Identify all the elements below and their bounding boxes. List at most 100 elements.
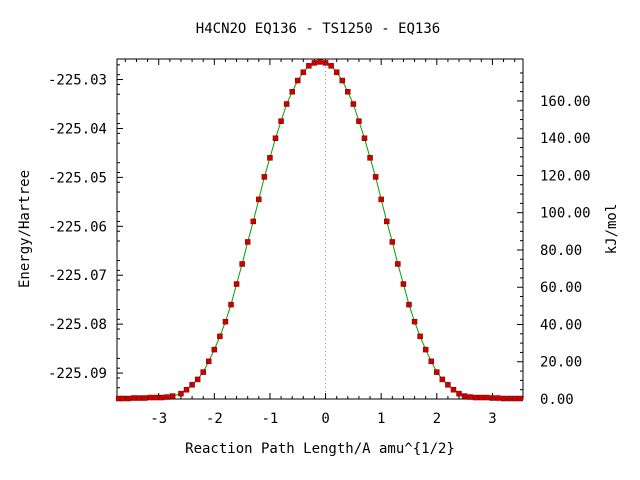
y-tick-label: -225.05: [48, 170, 107, 186]
data-point: [467, 394, 473, 400]
data-point: [511, 395, 518, 402]
data-point: [439, 376, 446, 383]
chart-title: H4CN2O EQ136 - TS1250 - EQ136: [196, 21, 440, 37]
data-point: [153, 394, 159, 401]
data-point: [189, 382, 195, 388]
data-point: [289, 89, 295, 95]
y2-tick-label: 80.00: [540, 243, 582, 259]
data-point: [417, 333, 423, 340]
data-point: [256, 196, 262, 203]
data-point: [178, 390, 184, 397]
data-point: [328, 63, 334, 69]
data-point: [461, 393, 468, 399]
data-point: [517, 395, 523, 402]
data-point: [295, 77, 301, 84]
data-point: [228, 301, 234, 308]
data-point: [130, 395, 137, 401]
plot-frame: [116, 58, 524, 400]
x-tick-label: -1: [262, 411, 279, 427]
data-point: [434, 369, 440, 375]
data-point: [495, 395, 501, 401]
data-point: [422, 346, 429, 353]
data-point: [406, 301, 412, 308]
data-point: [428, 358, 434, 365]
data-point: [450, 386, 457, 393]
y-tick-label: -225.04: [48, 121, 107, 137]
y-tick-label: -225.06: [48, 219, 107, 235]
data-point: [372, 174, 379, 180]
y2-tick-label: 20.00: [540, 355, 582, 371]
y-tick-label: -225.07: [48, 268, 107, 284]
data-point: [378, 196, 384, 203]
y2-tick-label: 160.00: [540, 94, 591, 110]
y-tick-label: -225.09: [48, 366, 107, 382]
data-point: [389, 239, 396, 245]
x-tick-label: -3: [150, 411, 167, 427]
y-axis-right: 0.00 20.00 40.00 60.00 80.00 100.00 120.00 140.…: [517, 72, 591, 408]
y2-tick-label: 100.00: [540, 206, 591, 222]
x-tick-label: 1: [377, 411, 385, 427]
y2-tick-label: 0.00: [540, 392, 574, 408]
data-point: [217, 333, 223, 340]
y-axis-left: -225.03 -225.04 -225.05 -225.06 -225.07 -225.…: [48, 64, 123, 389]
data-point: [311, 60, 318, 66]
data-point: [400, 281, 407, 287]
data-point: [500, 395, 507, 402]
data-point: [222, 318, 229, 325]
data-point: [183, 386, 190, 393]
series-line: [118, 61, 521, 400]
data-point: [206, 358, 212, 365]
data-point: [478, 394, 485, 401]
data-point: [506, 395, 512, 402]
data-point: [345, 89, 351, 95]
data-point: [283, 101, 290, 107]
data-point: [233, 281, 240, 287]
data-points: [115, 59, 523, 402]
data-point: [489, 395, 496, 401]
data-point: [356, 118, 362, 124]
y2-tick-label: 60.00: [540, 280, 582, 296]
data-point: [278, 118, 284, 124]
data-point: [383, 218, 390, 225]
data-point: [339, 77, 345, 84]
data-point: [395, 261, 401, 267]
data-point: [239, 261, 245, 267]
data-point: [119, 395, 126, 402]
x-tick-label: 3: [488, 411, 496, 427]
data-point: [169, 393, 176, 399]
data-point: [445, 382, 451, 388]
data-point: [261, 174, 268, 180]
data-point: [322, 60, 329, 66]
data-point: [142, 395, 148, 401]
data-point: [200, 369, 206, 375]
x-tick-label: -2: [206, 411, 223, 427]
data-point: [244, 239, 251, 245]
y-axis-label: Energy/Hartree: [17, 170, 33, 288]
y2-tick-label: 140.00: [540, 131, 591, 147]
x-axis-label: Reaction Path Length/A amu^{1/2}: [185, 441, 455, 457]
x-tick-label: 0: [321, 411, 329, 427]
data-point: [164, 394, 170, 400]
data-point: [350, 101, 357, 107]
data-point: [147, 394, 154, 401]
data-point: [158, 394, 165, 401]
data-point: [194, 376, 201, 383]
data-point: [411, 318, 418, 325]
data-point: [136, 395, 142, 401]
data-point: [306, 63, 312, 69]
data-point: [456, 390, 462, 397]
y2-tick-label: 40.00: [540, 317, 582, 333]
data-point: [211, 346, 218, 353]
data-point: [317, 59, 323, 65]
data-point: [267, 155, 273, 161]
data-point: [300, 69, 307, 75]
data-point: [272, 135, 279, 142]
data-point: [361, 135, 368, 142]
data-point: [250, 218, 257, 225]
data-point: [333, 69, 340, 75]
data-point: [125, 395, 131, 402]
y-tick-label: -225.03: [48, 73, 107, 89]
data-point: [367, 155, 373, 161]
data-point: [484, 394, 490, 401]
